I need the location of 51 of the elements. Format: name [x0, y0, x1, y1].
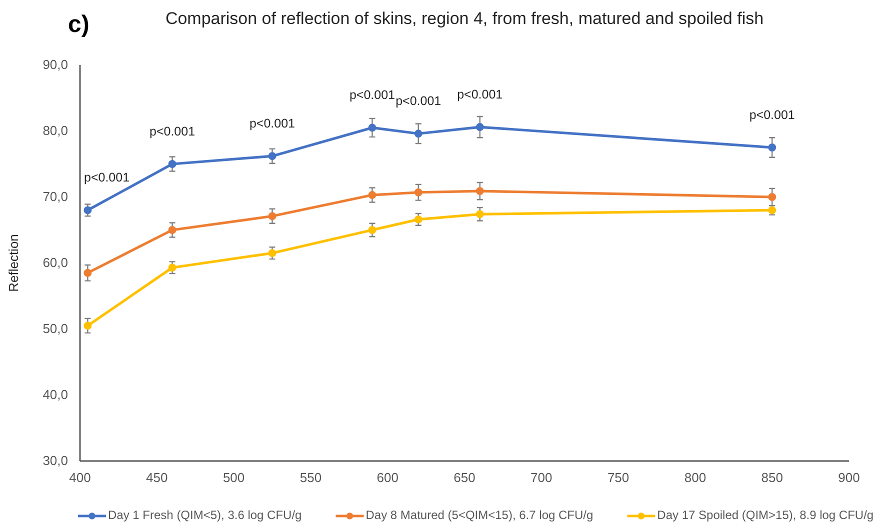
- chart-title: Comparison of reflection of skins, region 4, from fresh, matured and spoiled fish: [165, 9, 764, 28]
- annotation: p<0.001: [249, 116, 296, 130]
- point: [168, 226, 176, 234]
- legend-label: Day 1 Fresh (QIM<5), 3.6 log CFU/g: [108, 508, 302, 522]
- point: [768, 144, 776, 152]
- text: c): [68, 11, 90, 38]
- annotation: p<0.001: [150, 124, 196, 138]
- point: [268, 152, 276, 160]
- annotation: p<0.001: [349, 88, 396, 102]
- point: [368, 226, 376, 234]
- annotation: p<0.001: [396, 94, 442, 108]
- point: [84, 268, 92, 277]
- y-tick-label: 40,0: [42, 387, 68, 402]
- x-tick-label: 850: [761, 470, 783, 486]
- x-tick-label: 550: [300, 470, 322, 486]
- x-tick-label: 750: [607, 470, 630, 486]
- point: [414, 130, 422, 138]
- point: [84, 206, 92, 214]
- legend-label: Day 17 Spoiled (QIM>15), 8.9 log CFU/g: [657, 508, 874, 522]
- point: [368, 124, 376, 132]
- annotation: p<0.001: [84, 170, 130, 184]
- point: [768, 193, 776, 201]
- x-tick-label: 500: [222, 470, 245, 486]
- point: [84, 322, 92, 330]
- annotation: p<0.001: [457, 87, 503, 102]
- point: [268, 249, 276, 258]
- y-tick-label: 90,0: [42, 57, 68, 72]
- x-tick-label: 900: [838, 470, 860, 486]
- x-tick-label: 650: [454, 470, 476, 486]
- point: [476, 210, 484, 218]
- point: [414, 215, 422, 224]
- x-tick-label: 600: [376, 470, 398, 486]
- y-tick-label: 50,0: [42, 321, 68, 336]
- x-tick-label: 700: [530, 470, 552, 486]
- x-tick-label: 450: [146, 470, 168, 486]
- y-tick-label: 70,0: [42, 189, 68, 204]
- point: [368, 191, 376, 199]
- y-axis-title: Reflection: [6, 234, 21, 292]
- annotation: p<0.001: [749, 108, 795, 122]
- point: [268, 212, 276, 220]
- y-tick-label: 80,0: [42, 123, 68, 138]
- x-tick-label: 400: [69, 470, 91, 486]
- point: [168, 160, 176, 168]
- point: [414, 188, 422, 196]
- y-tick-label: 60,0: [42, 255, 68, 270]
- point: [476, 123, 484, 132]
- legend-label: Day 8 Matured (5<QIM<15), 6.7 log CFU/g: [366, 508, 594, 522]
- x-tick-label: 800: [684, 470, 706, 486]
- y-tick-label: 30,0: [42, 453, 68, 468]
- point: [476, 187, 484, 196]
- point: [168, 264, 176, 272]
